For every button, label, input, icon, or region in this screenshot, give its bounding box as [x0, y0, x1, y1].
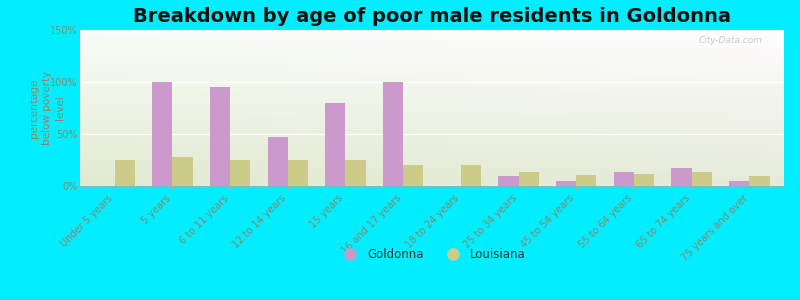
Bar	[556, 181, 576, 186]
Bar	[346, 160, 366, 186]
Bar	[750, 176, 770, 186]
Bar	[403, 165, 423, 186]
Legend: Goldonna, Louisiana: Goldonna, Louisiana	[334, 244, 530, 266]
Bar	[729, 181, 750, 186]
Bar	[671, 168, 692, 186]
Bar	[634, 173, 654, 186]
Bar	[267, 137, 288, 186]
Bar	[576, 175, 597, 186]
Bar	[230, 160, 250, 186]
Bar	[152, 82, 172, 186]
Bar	[461, 165, 481, 186]
Bar	[210, 87, 230, 186]
Bar	[172, 157, 193, 186]
Y-axis label: percentage
below poverty
level: percentage below poverty level	[29, 71, 65, 145]
Bar	[614, 172, 634, 186]
Bar	[288, 160, 308, 186]
Bar	[692, 172, 712, 186]
Text: City-Data.com: City-Data.com	[699, 36, 763, 45]
Bar	[383, 82, 403, 186]
Bar	[518, 172, 538, 186]
Title: Breakdown by age of poor male residents in Goldonna: Breakdown by age of poor male residents …	[133, 7, 731, 26]
Bar	[498, 176, 518, 186]
Bar	[326, 103, 346, 186]
Bar	[114, 160, 135, 186]
